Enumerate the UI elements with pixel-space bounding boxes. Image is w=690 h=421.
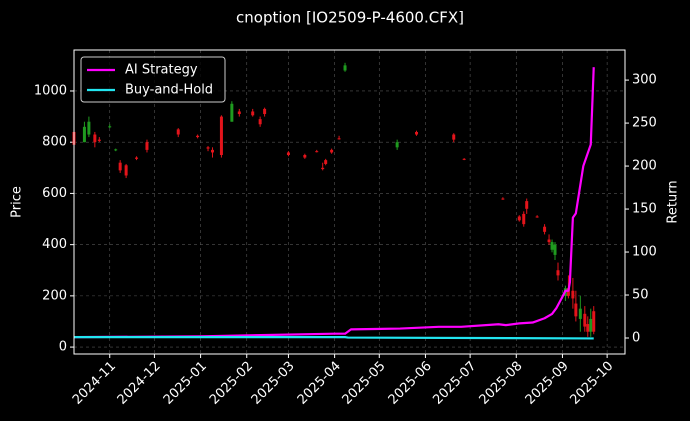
candle-body — [176, 129, 180, 135]
candle-body — [543, 226, 547, 232]
candle-body — [210, 149, 214, 153]
candle-body — [574, 303, 578, 317]
candle-body — [324, 160, 328, 164]
candle-body — [303, 155, 307, 158]
y2-tick-label: 100 — [632, 245, 657, 260]
candle-body — [286, 152, 290, 156]
candle-body — [586, 324, 590, 332]
candle-body — [343, 65, 347, 71]
candle-body — [258, 119, 262, 125]
y-tick-label: 200 — [42, 288, 67, 303]
legend-label: AI Strategy — [125, 63, 198, 78]
candle-body — [263, 108, 267, 115]
candle-body — [114, 149, 118, 151]
candle-body — [237, 111, 241, 115]
y2-tick-label: 200 — [632, 159, 657, 174]
legend-label: Buy-and-Hold — [125, 83, 213, 98]
candle-body — [525, 201, 529, 209]
candle-body — [556, 270, 560, 276]
candle-body — [87, 121, 91, 135]
y-tick-label: 800 — [42, 135, 67, 150]
candle-body — [535, 216, 539, 218]
candle-body — [145, 142, 149, 150]
candle-body — [230, 103, 234, 122]
candle-body — [321, 167, 325, 170]
candle-body — [219, 116, 223, 156]
candle-body — [553, 244, 557, 255]
y-tick-label: 400 — [42, 237, 67, 252]
legend-box — [80, 56, 226, 103]
candle-body — [517, 216, 521, 221]
candle-body — [578, 308, 582, 319]
y2-tick-label: 0 — [632, 331, 640, 346]
candle-body — [501, 198, 505, 200]
candle-body — [550, 242, 554, 250]
y2-tick-label: 250 — [632, 116, 657, 131]
candle-body — [82, 126, 86, 143]
series-line — [73, 67, 595, 339]
candle-body — [547, 239, 551, 243]
candle-body — [589, 318, 593, 332]
candle-body — [592, 311, 596, 332]
y-tick-label: 1000 — [34, 83, 67, 98]
candle-body — [566, 288, 570, 296]
candle-body — [395, 142, 399, 148]
plot-frame — [73, 49, 626, 355]
candle-body — [330, 149, 334, 153]
candle-body — [462, 158, 466, 160]
candle-body — [337, 138, 341, 140]
candle-body — [452, 134, 456, 140]
candle-body — [118, 162, 122, 171]
series-line — [74, 336, 594, 340]
candle-body — [135, 157, 139, 159]
candle-body — [206, 147, 210, 149]
y2-axis-label: Return — [666, 180, 681, 223]
candle-body — [196, 135, 200, 138]
candle-body — [108, 126, 112, 128]
candle-body — [93, 134, 97, 143]
y2-tick-label: 50 — [632, 288, 649, 303]
y-axis-label: Price — [10, 186, 25, 218]
candle-body — [571, 290, 575, 299]
y-tick-label: 0 — [59, 340, 67, 355]
candle-body — [583, 313, 587, 327]
candle-body — [124, 165, 128, 176]
y-tick-label: 600 — [42, 186, 67, 201]
candle-body — [251, 111, 255, 116]
y2-tick-label: 300 — [632, 73, 657, 88]
candle-body — [97, 139, 101, 141]
chart-title: cnoption [IO2509-P-4600.CFX] — [236, 9, 464, 27]
candle-body — [315, 151, 319, 153]
y2-tick-label: 150 — [632, 202, 657, 217]
candle-body — [522, 213, 526, 225]
candle-body — [415, 131, 419, 135]
